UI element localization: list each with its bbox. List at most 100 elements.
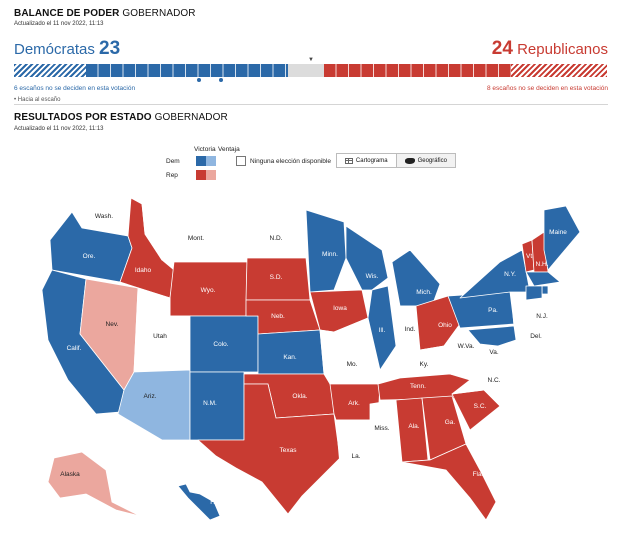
balance-title: BALANCE DE PODER GOBERNADOR	[14, 8, 196, 19]
state-ms[interactable]	[369, 399, 399, 461]
state-label-ca: Calif.	[67, 345, 82, 352]
state-label-sc: S.C.	[474, 403, 487, 410]
majority-marker-icon: ▼	[308, 57, 314, 63]
toggle-geographic[interactable]: Geográfico	[395, 154, 455, 167]
state-label-mi: Mich.	[416, 289, 432, 296]
state-label-az: Ariz.	[144, 393, 157, 400]
seat-dot-icon	[219, 78, 223, 82]
state-label-ia: Iowa	[333, 305, 347, 312]
state-wi[interactable]	[345, 225, 389, 291]
results-title: RESULTADOS POR ESTADO GOBERNADOR	[14, 112, 228, 123]
state-label-nh: N.H.	[536, 261, 549, 268]
rep-undecided-note: 8 escaños no se deciden en esta votación	[486, 85, 608, 92]
seat-note: • Hacia al escaño	[14, 97, 61, 103]
toggle-cartogram[interactable]: Cartograma	[337, 154, 396, 167]
state-wv[interactable]	[443, 323, 481, 357]
results-updated: Actualizado el 11 nov 2022, 11:13	[14, 126, 104, 132]
state-label-co: Colo.	[213, 341, 228, 348]
state-label-in: Ind.	[405, 326, 416, 333]
state-label-mo: Mo.	[347, 361, 358, 368]
state-label-ma: Mass.	[555, 269, 573, 276]
legend-rep-win-swatch	[196, 170, 206, 180]
state-va[interactable]	[449, 349, 517, 381]
state-mi[interactable]	[391, 249, 441, 307]
state-label-hi: Hawaii	[210, 499, 230, 506]
state-label-mn: Minn.	[322, 251, 338, 258]
state-label-wy: Wyo.	[201, 287, 216, 294]
legend-rep-label: Rep	[166, 172, 178, 179]
state-label-fl: Fla.	[473, 471, 484, 478]
dem-count: Demócratas 23	[14, 38, 121, 59]
section-divider	[14, 104, 608, 105]
state-md[interactable]	[467, 325, 517, 347]
state-nm[interactable]	[189, 371, 245, 441]
state-label-ok: Okla.	[292, 393, 307, 400]
state-label-vt: Vt.	[526, 253, 534, 260]
state-label-va: Va.	[489, 349, 498, 356]
dem-seats-segment	[86, 64, 288, 77]
state-label-de: Del.	[530, 333, 542, 340]
state-label-ga: Ga.	[445, 419, 456, 426]
state-label-nc: N.C.	[488, 377, 501, 384]
state-label-nm: N.M.	[203, 400, 217, 407]
dem-undecided-segment	[14, 64, 86, 77]
legend-dem-lead-swatch	[206, 156, 216, 166]
state-nd[interactable]	[246, 209, 307, 259]
state-label-ak: Alaska	[60, 471, 80, 478]
state-hi[interactable]	[177, 483, 221, 521]
state-il[interactable]	[367, 285, 397, 371]
state-label-tn: Tenn.	[410, 383, 426, 390]
state-pa[interactable]	[447, 291, 515, 329]
state-ct[interactable]	[525, 285, 543, 301]
state-ri[interactable]	[541, 285, 549, 295]
state-label-wi: Wis.	[366, 273, 379, 280]
legend-victory-heading: Victoria	[194, 146, 216, 153]
state-label-nd: N.D.	[270, 235, 283, 242]
state-ak[interactable]	[47, 451, 141, 517]
state-label-ri: R.I.	[557, 293, 567, 300]
state-label-ar: Ark.	[348, 400, 360, 407]
map-view-toggle[interactable]: Cartograma Geográfico	[336, 153, 456, 168]
state-ma[interactable]	[525, 271, 561, 287]
balance-updated: Actualizado el 11 nov 2022, 11:13	[14, 21, 104, 27]
state-label-nj: N.J.	[536, 313, 548, 320]
state-la[interactable]	[335, 419, 391, 467]
state-me[interactable]	[543, 205, 581, 271]
state-label-la: La.	[351, 453, 360, 460]
seat-dot-icon	[197, 78, 201, 82]
state-label-ne: Neb.	[271, 313, 285, 320]
us-map-icon	[404, 157, 415, 164]
state-mn[interactable]	[305, 209, 347, 293]
open-seats-segment	[288, 64, 324, 77]
rep-count: 24 Republicanos	[491, 38, 608, 59]
state-label-al: Ala.	[408, 423, 419, 430]
legend-advantage-heading: Ventaja	[218, 146, 240, 153]
state-label-mt: Mont.	[188, 235, 204, 242]
state-label-ky: Ky.	[420, 361, 429, 368]
state-label-il: Ill.	[379, 327, 386, 334]
state-label-id: Idaho	[135, 267, 152, 274]
state-label-tx: Texas	[280, 447, 298, 454]
state-label-ks: Kan.	[283, 354, 297, 361]
state-label-md: Md.	[529, 345, 540, 352]
state-label-ut: Utah	[153, 333, 167, 340]
legend-dem-win-swatch	[196, 156, 206, 166]
state-label-ms: Miss.	[374, 425, 389, 432]
state-fl[interactable]	[401, 443, 497, 521]
state-nj[interactable]	[511, 297, 523, 329]
legend-rep-lead-swatch	[206, 170, 216, 180]
state-ny[interactable]	[459, 249, 531, 299]
state-mt[interactable]	[141, 203, 248, 263]
state-label-pa: Pa.	[488, 307, 498, 314]
state-label-wv: W.Va.	[458, 343, 475, 350]
state-mo[interactable]	[319, 317, 379, 385]
dem-undecided-note: 6 escaños no se deciden en esta votación	[14, 85, 136, 92]
state-label-oh: Ohio	[438, 322, 452, 329]
state-label-wa: Wash.	[95, 213, 113, 220]
legend-dem-label: Dem	[166, 158, 180, 165]
state-ks[interactable]	[257, 329, 325, 375]
state-label-sd: S.D.	[270, 274, 283, 281]
legend-no-election-swatch	[236, 156, 246, 166]
state-tx[interactable]	[197, 383, 341, 515]
